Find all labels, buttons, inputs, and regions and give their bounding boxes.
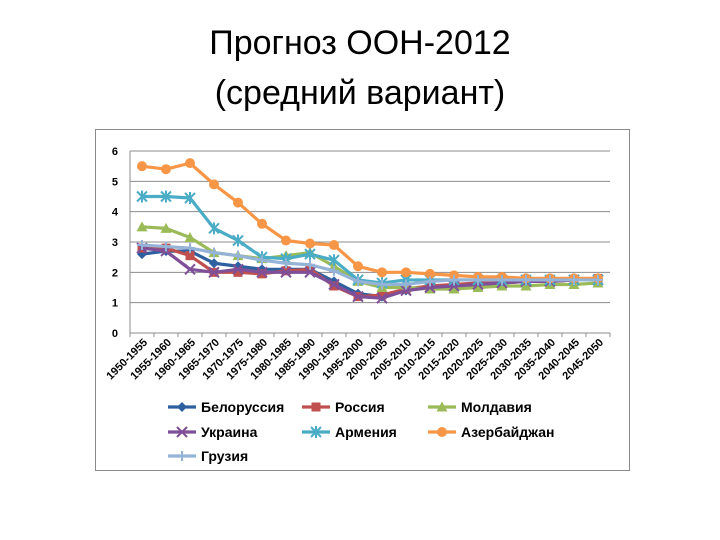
data-point [401,279,411,290]
data-point [377,290,387,300]
data-point [233,250,243,261]
data-point [328,254,340,267]
data-point [304,248,316,261]
data-point [329,240,339,251]
data-point [377,267,387,278]
series-layer [136,158,604,304]
data-point [233,267,243,277]
y-tick-label: 2 [112,267,118,279]
legend-marker [177,451,187,461]
data-point [593,274,603,285]
legend-marker [176,426,188,438]
legend-entry: Украина [168,424,258,440]
chart-subtitle: (средний вариант) [214,74,506,112]
legend-label: Грузия [201,448,248,464]
data-point [160,190,172,203]
legend-label: Армения [335,424,397,440]
data-point [208,222,220,235]
data-point [449,274,459,285]
data-point [448,283,460,294]
data-point [328,278,340,291]
y-tick-label: 5 [112,176,118,188]
data-point [281,235,291,246]
legend-label: Молдавия [461,399,532,415]
legend-marker [310,426,322,438]
data-point [185,243,195,254]
data-point [136,190,148,203]
y-tick-label: 3 [112,237,118,249]
data-point [184,231,196,242]
data-point [472,282,484,292]
legend-label: Украина [201,424,258,440]
legend-entry: Азербайджан [428,424,555,440]
data-point [208,266,220,279]
data-point [233,197,243,208]
data-point [185,158,195,169]
data-point [209,179,219,190]
legend-entry: Россия [302,399,385,415]
data-point [280,266,292,279]
series-line [141,246,598,300]
y-tick-label: 0 [112,328,118,340]
data-point [400,284,412,297]
series-6 [137,240,603,290]
data-point [160,222,172,233]
y-tick-label: 4 [112,207,119,219]
legend-entry: Молдавия [428,399,532,415]
legend-entry: Белоруссия [168,399,284,415]
data-point [473,274,483,285]
data-point [425,268,435,279]
data-point [185,251,195,261]
data-point [257,218,267,229]
data-point [232,234,244,247]
series-4 [136,190,604,289]
data-point [137,161,147,172]
series-line [141,243,598,287]
data-point [545,274,555,285]
legend-label: Белоруссия [201,399,284,415]
gridlines [130,150,610,304]
data-point [425,276,435,287]
data-point [401,267,411,278]
y-tick-label: 6 [112,146,118,158]
data-point [281,258,291,269]
data-point [376,292,388,304]
data-point [353,276,363,287]
legend-marker [311,402,321,412]
data-point [497,274,507,285]
legend-label: Россия [335,399,385,415]
legend-entry: Грузия [168,448,248,464]
data-point [137,240,147,251]
legend-marker [436,401,448,412]
data-point [136,221,148,232]
data-point [184,192,196,205]
data-point [161,164,171,175]
data-point [209,258,219,269]
data-point [329,265,339,276]
data-point [257,255,267,266]
data-point [184,263,196,276]
data-point [304,266,316,279]
data-point [161,241,171,252]
data-point [352,290,364,303]
data-point [521,274,531,285]
data-point [256,266,268,279]
legend-label: Азербайджан [461,424,555,440]
data-point [353,261,363,272]
chart-title: Прогноз ООН-2012 [209,24,511,62]
legend-entry: Армения [302,424,397,440]
data-point [305,238,315,249]
legend-marker [437,427,447,437]
data-point [232,263,244,276]
series-0 [137,246,603,302]
data-point [377,279,387,290]
legend-marker [177,402,187,412]
y-tick-label: 1 [112,298,118,310]
data-point [209,247,219,258]
data-point [569,274,579,285]
data-point [305,259,315,270]
legend: Белоруссия Россия Молдавия Украина Армения Аз… [168,399,555,464]
